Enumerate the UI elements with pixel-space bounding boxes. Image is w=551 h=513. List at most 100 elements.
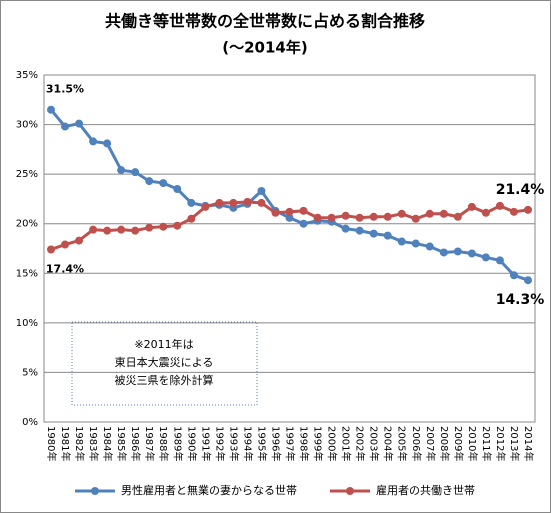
point (524, 205, 532, 214)
x-tick-label: 1986年 (129, 426, 142, 461)
x-tick-label: 2000年 (326, 426, 339, 461)
point (103, 139, 112, 148)
annotation: 東日本大震災による (115, 355, 214, 369)
x-tick-label: 2003年 (368, 426, 381, 461)
x-tick-label: 1991年 (199, 426, 212, 461)
data-label: 14.3% (496, 292, 545, 308)
chart-title: 共働き等世帯数の全世帯数に占める割合推移 (105, 12, 425, 31)
x-tick-label: 1987年 (143, 426, 156, 461)
point (439, 209, 448, 218)
x-tick-label: 2014年 (522, 426, 535, 461)
point (453, 212, 462, 221)
point (397, 209, 406, 218)
y-tick-label: 25% (16, 169, 38, 180)
x-tick-label: 1983年 (87, 426, 100, 461)
x-tick-label: 1990年 (185, 426, 198, 461)
legend-label: 雇用者の共働き世帯 (376, 483, 475, 497)
point (201, 202, 210, 211)
x-tick-label: 2004年 (382, 426, 395, 461)
y-tick-label: 30% (16, 120, 38, 131)
x-tick-label: 2001年 (340, 426, 353, 461)
point (327, 213, 336, 222)
point (271, 208, 280, 217)
x-tick-label: 1988年 (157, 426, 170, 461)
y-tick-label: 35% (16, 70, 38, 81)
x-tick-label: 1997年 (284, 426, 297, 461)
point (103, 226, 112, 235)
point (411, 239, 420, 248)
point (285, 207, 294, 216)
legend-marker (346, 487, 354, 495)
point (131, 226, 140, 235)
point (131, 168, 140, 177)
point (285, 213, 294, 222)
point (341, 224, 350, 233)
point (383, 231, 392, 240)
x-tick-label: 2008年 (438, 426, 451, 461)
point (75, 236, 84, 245)
point (173, 221, 182, 230)
point (509, 271, 518, 280)
x-tick-label: 1982年 (73, 426, 86, 461)
data-label: 31.5% (46, 83, 84, 96)
point (187, 198, 196, 207)
point (467, 249, 476, 258)
x-tick-label: 2012年 (494, 426, 507, 461)
point (243, 197, 252, 206)
y-tick-label: 15% (16, 268, 38, 279)
x-tick-label: 1995年 (255, 426, 268, 461)
point (313, 213, 322, 222)
point (425, 209, 434, 218)
point (75, 119, 84, 128)
annotation: ※2011年は (134, 337, 193, 351)
data-label: 21.4% (496, 182, 545, 198)
point (439, 248, 448, 257)
point (61, 240, 70, 249)
y-tick-label: 20% (16, 219, 38, 230)
point (117, 225, 126, 234)
x-tick-label: 2010年 (466, 426, 479, 461)
y-tick-label: 5% (22, 367, 38, 378)
point (187, 214, 196, 223)
point (467, 202, 476, 211)
annotation: 被災三県を除外計算 (115, 373, 214, 387)
point (47, 245, 55, 254)
x-tick-label: 1985年 (115, 426, 128, 461)
point (229, 198, 238, 207)
point (495, 256, 504, 265)
point (159, 222, 168, 231)
y-tick-label: 10% (16, 318, 38, 329)
point (257, 186, 266, 195)
point (173, 185, 182, 194)
x-tick-label: 2013年 (508, 426, 521, 461)
point (47, 105, 55, 114)
legend-marker (91, 487, 99, 495)
point (145, 177, 154, 186)
x-tick-label: 1980年 (45, 426, 58, 461)
point (61, 122, 70, 131)
y-tick-label: 0% (22, 417, 38, 428)
point (257, 198, 266, 207)
point (495, 201, 504, 210)
point (89, 225, 98, 234)
point (481, 208, 490, 217)
x-tick-label: 2002年 (354, 426, 367, 461)
point (397, 237, 406, 246)
chart-subtitle: (～2014年) (222, 39, 307, 57)
data-label: 17.4% (46, 262, 84, 275)
x-tick-label: 2005年 (396, 426, 409, 461)
point (355, 226, 364, 235)
x-tick-label: 1993年 (227, 426, 240, 461)
x-tick-label: 1989年 (171, 426, 184, 461)
annotation-box (71, 321, 258, 406)
point (355, 213, 364, 222)
x-tick-label: 2011年 (480, 426, 493, 461)
point (481, 253, 490, 262)
point (299, 219, 308, 228)
x-tick-label: 1996年 (269, 426, 282, 461)
point (341, 211, 350, 220)
point (215, 198, 224, 207)
